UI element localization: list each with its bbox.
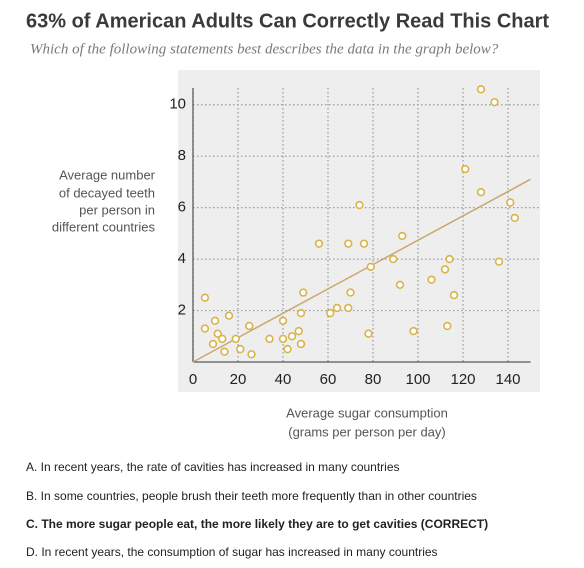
data-point — [314, 239, 324, 248]
data-point — [224, 311, 234, 320]
x-tick-label: 20 — [230, 371, 247, 388]
data-point — [332, 303, 342, 313]
data-point — [344, 303, 353, 313]
data-point — [296, 308, 306, 318]
data-point — [208, 339, 218, 349]
data-point — [395, 280, 405, 290]
data-point — [398, 231, 407, 241]
data-point — [344, 239, 353, 248]
data-point — [326, 308, 335, 318]
y-tick-label: 8 — [178, 147, 186, 164]
y-axis-label: of decayed teeth — [59, 185, 155, 200]
answer-option: C. The more sugar people eat, the more l… — [26, 517, 488, 531]
data-point — [278, 334, 288, 344]
data-point — [461, 164, 470, 174]
data-point — [494, 257, 504, 266]
answer-option: A. In recent years, the rate of cavities… — [26, 460, 400, 474]
x-tick-label: 0 — [189, 371, 197, 388]
data-point — [389, 254, 398, 264]
data-point — [299, 288, 308, 297]
data-point — [355, 200, 364, 210]
data-point — [440, 265, 450, 274]
data-point — [210, 316, 220, 326]
data-point — [490, 97, 499, 107]
y-axis-label: per person in — [79, 202, 155, 217]
data-point — [346, 288, 355, 297]
data-point — [220, 347, 229, 356]
data-point — [364, 329, 373, 338]
data-point — [213, 329, 222, 338]
x-tick-label: 140 — [495, 371, 520, 388]
data-point — [294, 326, 303, 336]
data-point — [506, 198, 515, 207]
x-tick-label: 100 — [405, 371, 430, 388]
y-tick-label: 6 — [178, 199, 186, 216]
data-point — [476, 188, 486, 197]
data-point — [287, 332, 297, 341]
chart-title: 63% of American Adults Can Correctly Rea… — [26, 10, 549, 32]
y-axis-label: different countries — [52, 219, 156, 234]
data-point — [283, 344, 292, 354]
answer-option: D. In recent years, the consumption of s… — [26, 545, 438, 559]
data-point — [200, 293, 210, 302]
plot-background — [178, 70, 540, 392]
x-tick-label: 80 — [365, 371, 382, 388]
chart-subtitle: Which of the following statements best d… — [30, 41, 499, 57]
data-point — [296, 339, 306, 349]
x-axis-label: (grams per person per day) — [288, 424, 446, 439]
data-point — [231, 334, 240, 344]
data-point — [278, 316, 288, 326]
answer-option: B. In some countries, people brush their… — [26, 489, 477, 503]
data-point — [366, 262, 375, 272]
data-point — [445, 254, 454, 264]
x-tick-label: 120 — [450, 371, 475, 388]
data-point — [443, 321, 452, 331]
y-axis-label: Average number — [59, 167, 156, 182]
data-point — [200, 324, 210, 333]
x-tick-label: 60 — [320, 371, 337, 388]
x-axis-label: Average sugar consumption — [286, 405, 448, 420]
data-point — [449, 290, 459, 300]
data-point — [510, 213, 519, 223]
y-tick-label: 4 — [178, 250, 186, 267]
data-point — [476, 85, 486, 94]
data-point — [427, 275, 436, 284]
data-point — [265, 334, 274, 344]
data-point — [218, 334, 227, 344]
data-point — [236, 344, 245, 354]
data-point — [247, 350, 256, 359]
y-tick-label: 2 — [178, 302, 186, 319]
data-point — [245, 321, 254, 331]
data-point — [409, 326, 418, 336]
data-point — [359, 239, 369, 248]
x-tick-label: 40 — [275, 371, 292, 388]
y-tick-label: 10 — [169, 96, 186, 113]
trend-line — [192, 178, 531, 363]
